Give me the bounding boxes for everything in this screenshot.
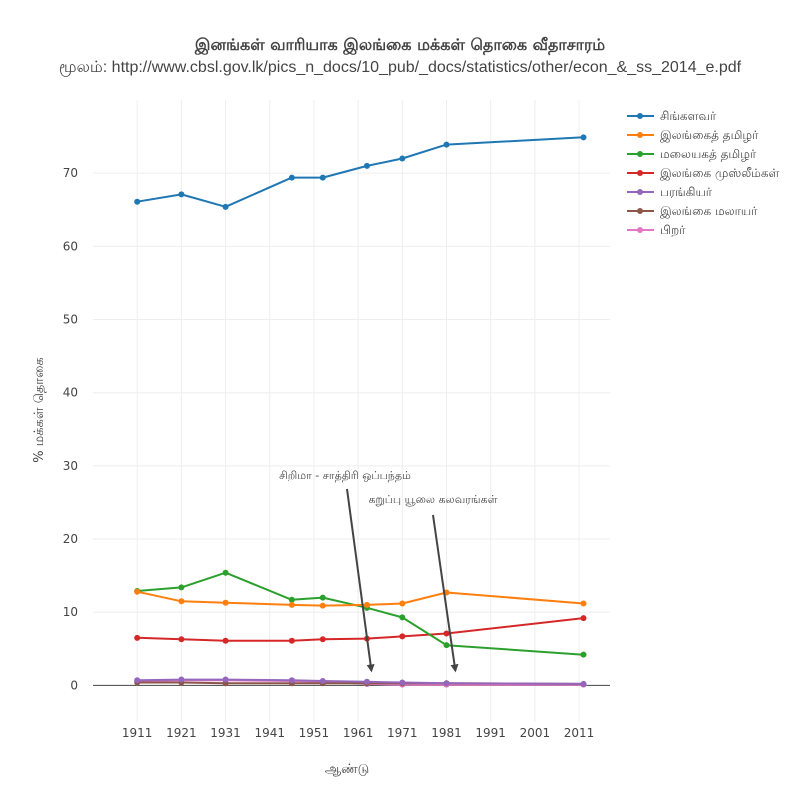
- data-point: [178, 584, 185, 591]
- data-point: [443, 680, 450, 687]
- data-point: [580, 680, 587, 687]
- legend-label: இலங்கைத் தமிழர்: [660, 128, 759, 143]
- legend-swatch-marker: [637, 227, 643, 233]
- data-point: [399, 614, 406, 621]
- legend-label: பரங்கியர்: [660, 185, 713, 199]
- data-point: [363, 601, 370, 608]
- x-tick-label: 1911: [122, 726, 153, 740]
- data-point: [288, 637, 295, 644]
- data-point: [222, 676, 229, 683]
- data-point: [580, 600, 587, 607]
- data-point: [399, 679, 406, 686]
- legend-label: இலங்கை முஸ்லீம்கள்: [660, 166, 780, 181]
- data-point: [319, 678, 326, 685]
- data-point: [288, 601, 295, 608]
- data-point: [134, 634, 141, 641]
- data-point: [288, 174, 295, 181]
- x-tick-label: 1971: [387, 726, 418, 740]
- legend-swatch-marker: [637, 208, 643, 214]
- x-tick-label: 1981: [431, 726, 462, 740]
- y-tick-label: 40: [63, 386, 78, 400]
- x-tick-label: 2001: [520, 726, 551, 740]
- x-tick-label: 2011: [564, 726, 595, 740]
- grid: [93, 100, 610, 722]
- legend: சிங்களவர் இலங்கைத் தமிழர் மலையகத் தமிழர் இல…: [627, 109, 780, 237]
- legend-label: இலங்கை மலாயர்: [660, 204, 758, 219]
- x-tick-label: 1951: [299, 726, 330, 740]
- legend-swatch-marker: [637, 151, 643, 157]
- y-axis-ticks: 0 10 20 30 40 50 60 70: [63, 166, 78, 692]
- data-point: [319, 594, 326, 601]
- legend-swatch-marker: [637, 189, 643, 195]
- y-tick-label: 70: [63, 166, 78, 180]
- data-point: [178, 191, 185, 198]
- data-point: [580, 615, 587, 622]
- x-tick-label: 1921: [166, 726, 197, 740]
- annotations: சிறிமா - சாத்திரி ஒப்பந்தம் கறுப்பு யூலை …: [279, 469, 498, 673]
- data-point: [580, 134, 587, 141]
- data-point: [222, 569, 229, 576]
- data-point: [399, 155, 406, 162]
- data-point: [363, 162, 370, 169]
- legend-label: சிங்களவர்: [660, 109, 717, 123]
- data-point: [319, 602, 326, 609]
- data-point: [288, 596, 295, 603]
- annotation-arrow: [432, 514, 459, 673]
- data-point: [319, 636, 326, 643]
- x-tick-label: 1991: [475, 726, 506, 740]
- data-point: [399, 600, 406, 607]
- data-point: [288, 677, 295, 684]
- legend-swatch-marker: [637, 113, 643, 119]
- data-point: [134, 677, 141, 684]
- y-tick-label: 30: [63, 459, 78, 473]
- data-point: [319, 174, 326, 181]
- data-point: [222, 599, 229, 606]
- x-tick-label: 1961: [343, 726, 374, 740]
- series-lines: [136, 136, 584, 686]
- data-point: [178, 636, 185, 643]
- data-point: [178, 598, 185, 605]
- x-axis-ticks: 1911 1921 1931 1941 1951 1961 1971 1981 1991 2001…: [122, 726, 594, 740]
- annotation-label: கறுப்பு யூலை கலவரங்கள்: [368, 493, 497, 506]
- y-tick-label: 50: [63, 313, 78, 327]
- y-axis-title: % மக்கள் தொகை: [32, 357, 47, 462]
- x-tick-label: 1941: [254, 726, 285, 740]
- data-point: [443, 642, 450, 649]
- y-tick-label: 60: [63, 239, 78, 253]
- data-point: [443, 141, 450, 148]
- legend-swatch-marker: [637, 170, 643, 176]
- data-point: [363, 678, 370, 685]
- data-point: [399, 633, 406, 640]
- chart-title: இனங்கள் வாரியாக இலங்கை மக்கள் தொகை வீதாச…: [194, 35, 605, 55]
- data-point: [134, 198, 141, 205]
- legend-label: பிறர்: [660, 223, 686, 237]
- series-line-4: [137, 617, 584, 642]
- data-point: [222, 203, 229, 210]
- y-tick-label: 10: [63, 605, 78, 619]
- legend-label: மலையகத் தமிழர்: [660, 147, 757, 161]
- data-point: [134, 588, 141, 595]
- y-tick-label: 20: [63, 532, 78, 546]
- series-points: [134, 134, 587, 688]
- data-point: [443, 630, 450, 637]
- x-tick-label: 1931: [210, 726, 241, 740]
- legend-swatch-marker: [637, 132, 643, 138]
- data-point: [222, 637, 229, 644]
- series-line-1: [137, 136, 584, 208]
- annotation-label: சிறிமா - சாத்திரி ஒப்பந்தம்: [279, 469, 411, 482]
- chart-subtitle: மூலம்: http://www.cbsl.gov.lk/pics_n_doc…: [59, 59, 742, 77]
- y-tick-label: 0: [70, 678, 78, 692]
- annotation-arrow: [346, 488, 375, 673]
- x-axis-title: ஆண்டு: [325, 762, 370, 777]
- data-point: [178, 676, 185, 683]
- data-point: [580, 651, 587, 658]
